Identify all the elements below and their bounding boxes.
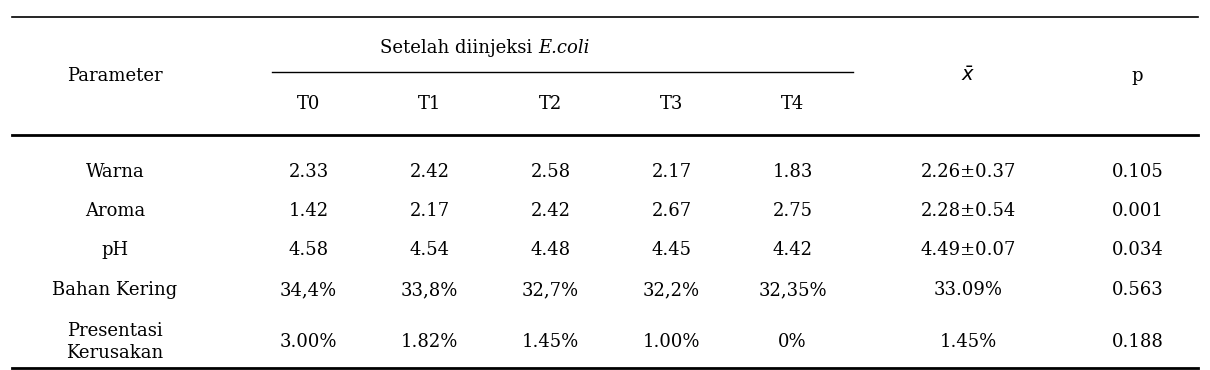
Text: 2.67: 2.67: [651, 202, 692, 220]
Text: 1.82%: 1.82%: [401, 333, 459, 351]
Text: 4.42: 4.42: [772, 241, 813, 259]
Text: 1.42: 1.42: [288, 202, 329, 220]
Text: Parameter: Parameter: [67, 67, 163, 85]
Text: pH: pH: [102, 241, 128, 259]
Text: Presentasi: Presentasi: [67, 322, 163, 340]
Text: 2.58: 2.58: [530, 163, 571, 181]
Text: 2.26±0.37: 2.26±0.37: [921, 163, 1015, 181]
Text: T0: T0: [296, 95, 321, 112]
Text: 4.54: 4.54: [409, 241, 450, 259]
Text: 0.188: 0.188: [1112, 333, 1163, 351]
Text: 1.83: 1.83: [772, 163, 813, 181]
Text: T4: T4: [780, 95, 805, 112]
Text: 4.58: 4.58: [288, 241, 329, 259]
Text: Kerusakan: Kerusakan: [67, 344, 163, 363]
Text: 0.001: 0.001: [1112, 202, 1163, 220]
Text: 32,35%: 32,35%: [759, 282, 826, 299]
Text: 2.17: 2.17: [651, 163, 692, 181]
Text: 0.034: 0.034: [1112, 241, 1163, 259]
Text: 4.48: 4.48: [530, 241, 571, 259]
Text: 1.45%: 1.45%: [522, 333, 580, 351]
Text: Aroma: Aroma: [85, 202, 145, 220]
Text: 2.42: 2.42: [530, 202, 571, 220]
Text: 2.28±0.54: 2.28±0.54: [921, 202, 1015, 220]
Text: p: p: [1131, 67, 1143, 85]
Text: 0%: 0%: [778, 333, 807, 351]
Text: 32,2%: 32,2%: [643, 282, 701, 299]
Text: 2.33: 2.33: [288, 163, 329, 181]
Text: 3.00%: 3.00%: [280, 333, 338, 351]
Text: 2.42: 2.42: [409, 163, 450, 181]
Text: 32,7%: 32,7%: [522, 282, 580, 299]
Text: 2.75: 2.75: [772, 202, 813, 220]
Text: 1.45%: 1.45%: [939, 333, 997, 351]
Text: 34,4%: 34,4%: [280, 282, 338, 299]
Text: Bahan Kering: Bahan Kering: [52, 282, 178, 299]
Text: T3: T3: [659, 95, 684, 112]
Text: 0.105: 0.105: [1112, 163, 1163, 181]
Text: E.coli: E.coli: [538, 39, 589, 57]
Text: T2: T2: [538, 95, 563, 112]
Text: 1.00%: 1.00%: [643, 333, 701, 351]
Text: 33.09%: 33.09%: [933, 282, 1003, 299]
Text: 4.45: 4.45: [651, 241, 692, 259]
Text: $\bar{x}$: $\bar{x}$: [961, 66, 975, 85]
Text: 0.563: 0.563: [1112, 282, 1163, 299]
Text: Setelah diinjeksi: Setelah diinjeksi: [380, 39, 538, 57]
Text: 4.49±0.07: 4.49±0.07: [921, 241, 1015, 259]
Text: 33,8%: 33,8%: [401, 282, 459, 299]
Text: 2.17: 2.17: [409, 202, 450, 220]
Text: Warna: Warna: [86, 163, 144, 181]
Text: T1: T1: [417, 95, 442, 112]
